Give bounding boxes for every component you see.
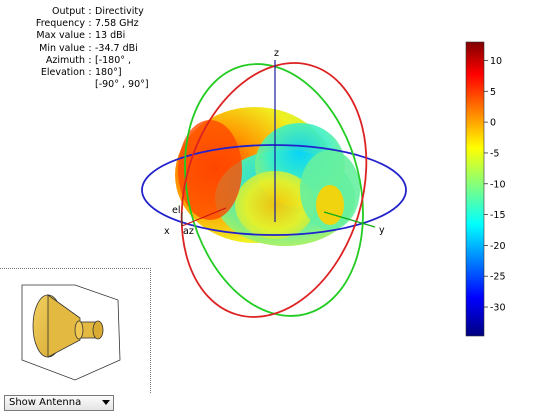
- info-value: 7.58 GHz: [95, 18, 139, 30]
- info-separator: :: [88, 67, 92, 79]
- el-axis-label: el: [172, 205, 180, 216]
- info-row: Max value:13 dBi: [0, 30, 149, 42]
- colorbar-tick-label: 5: [490, 87, 496, 98]
- info-panel: Output: Directivity Frequency:7.58 GHz Max …: [0, 6, 149, 91]
- info-row: Frequency:7.58 GHz: [0, 18, 149, 30]
- dropdown-selected-label: Show Antenna: [9, 397, 82, 408]
- info-value: [-90° , 90°]: [95, 79, 149, 91]
- elevation-circle-yz: [184, 63, 364, 317]
- info-value: -34.7 dBi: [95, 42, 138, 54]
- info-row: Output: Directivity: [0, 6, 149, 18]
- info-row: Azimuth: [-180° ,: [0, 55, 149, 67]
- colorbar-tick-label: -25: [490, 272, 506, 283]
- x-axis-line: [181, 207, 227, 227]
- colorbar-tick-label: -15: [490, 210, 506, 221]
- y-axis-label: y: [379, 225, 385, 236]
- info-key: Min value: [39, 42, 85, 54]
- info-value: 180°]: [95, 67, 122, 79]
- chevron-down-icon: [102, 400, 110, 405]
- x-axis-label: x: [164, 226, 170, 237]
- info-key: Output: [52, 6, 85, 17]
- info-separator: :: [88, 18, 92, 30]
- colorbar-tick-label: 10: [490, 56, 502, 67]
- colorbar-tick-label: -10: [490, 179, 506, 190]
- info-row: [-90° , 90°]: [0, 79, 149, 91]
- info-key: Azimuth: [45, 54, 85, 66]
- colorbar-tick-label: -5: [490, 148, 499, 159]
- show-antenna-dropdown[interactable]: Show Antenna: [4, 395, 114, 411]
- colorbar-tick-label: 0: [490, 118, 496, 129]
- colorbar-gradient: [465, 41, 485, 337]
- info-key: Elevation: [40, 67, 85, 79]
- info-separator: :: [88, 42, 92, 54]
- azimuth-circle: [141, 144, 407, 236]
- info-row: Min value: -34.7 dBi: [0, 43, 149, 55]
- colorbar-tick-label: -20: [490, 241, 506, 252]
- info-value: Directivity: [95, 6, 144, 17]
- colorbar: 10 5 0 -5 -10 -15 -20 -25 -30: [465, 41, 506, 337]
- radiation-pattern-surface: [175, 107, 360, 246]
- info-row: Elevation:180°]: [0, 67, 149, 79]
- info-value: [-180° ,: [95, 54, 132, 66]
- antenna-preview-panel: [0, 268, 151, 393]
- info-separator: :: [88, 54, 92, 66]
- elevation-circle-xz: [180, 62, 368, 318]
- info-key: Max value: [36, 30, 85, 42]
- info-separator: :: [88, 30, 92, 42]
- colorbar-tick-label: -30: [490, 303, 506, 314]
- y-axis-line: [323, 211, 376, 228]
- horn-antenna-icon: [21, 284, 121, 381]
- az-axis-label: az: [183, 226, 194, 237]
- info-separator: :: [88, 6, 92, 17]
- z-axis-label: z: [274, 48, 279, 59]
- info-key: Frequency: [35, 18, 85, 30]
- info-value: 13 dBi: [95, 30, 126, 42]
